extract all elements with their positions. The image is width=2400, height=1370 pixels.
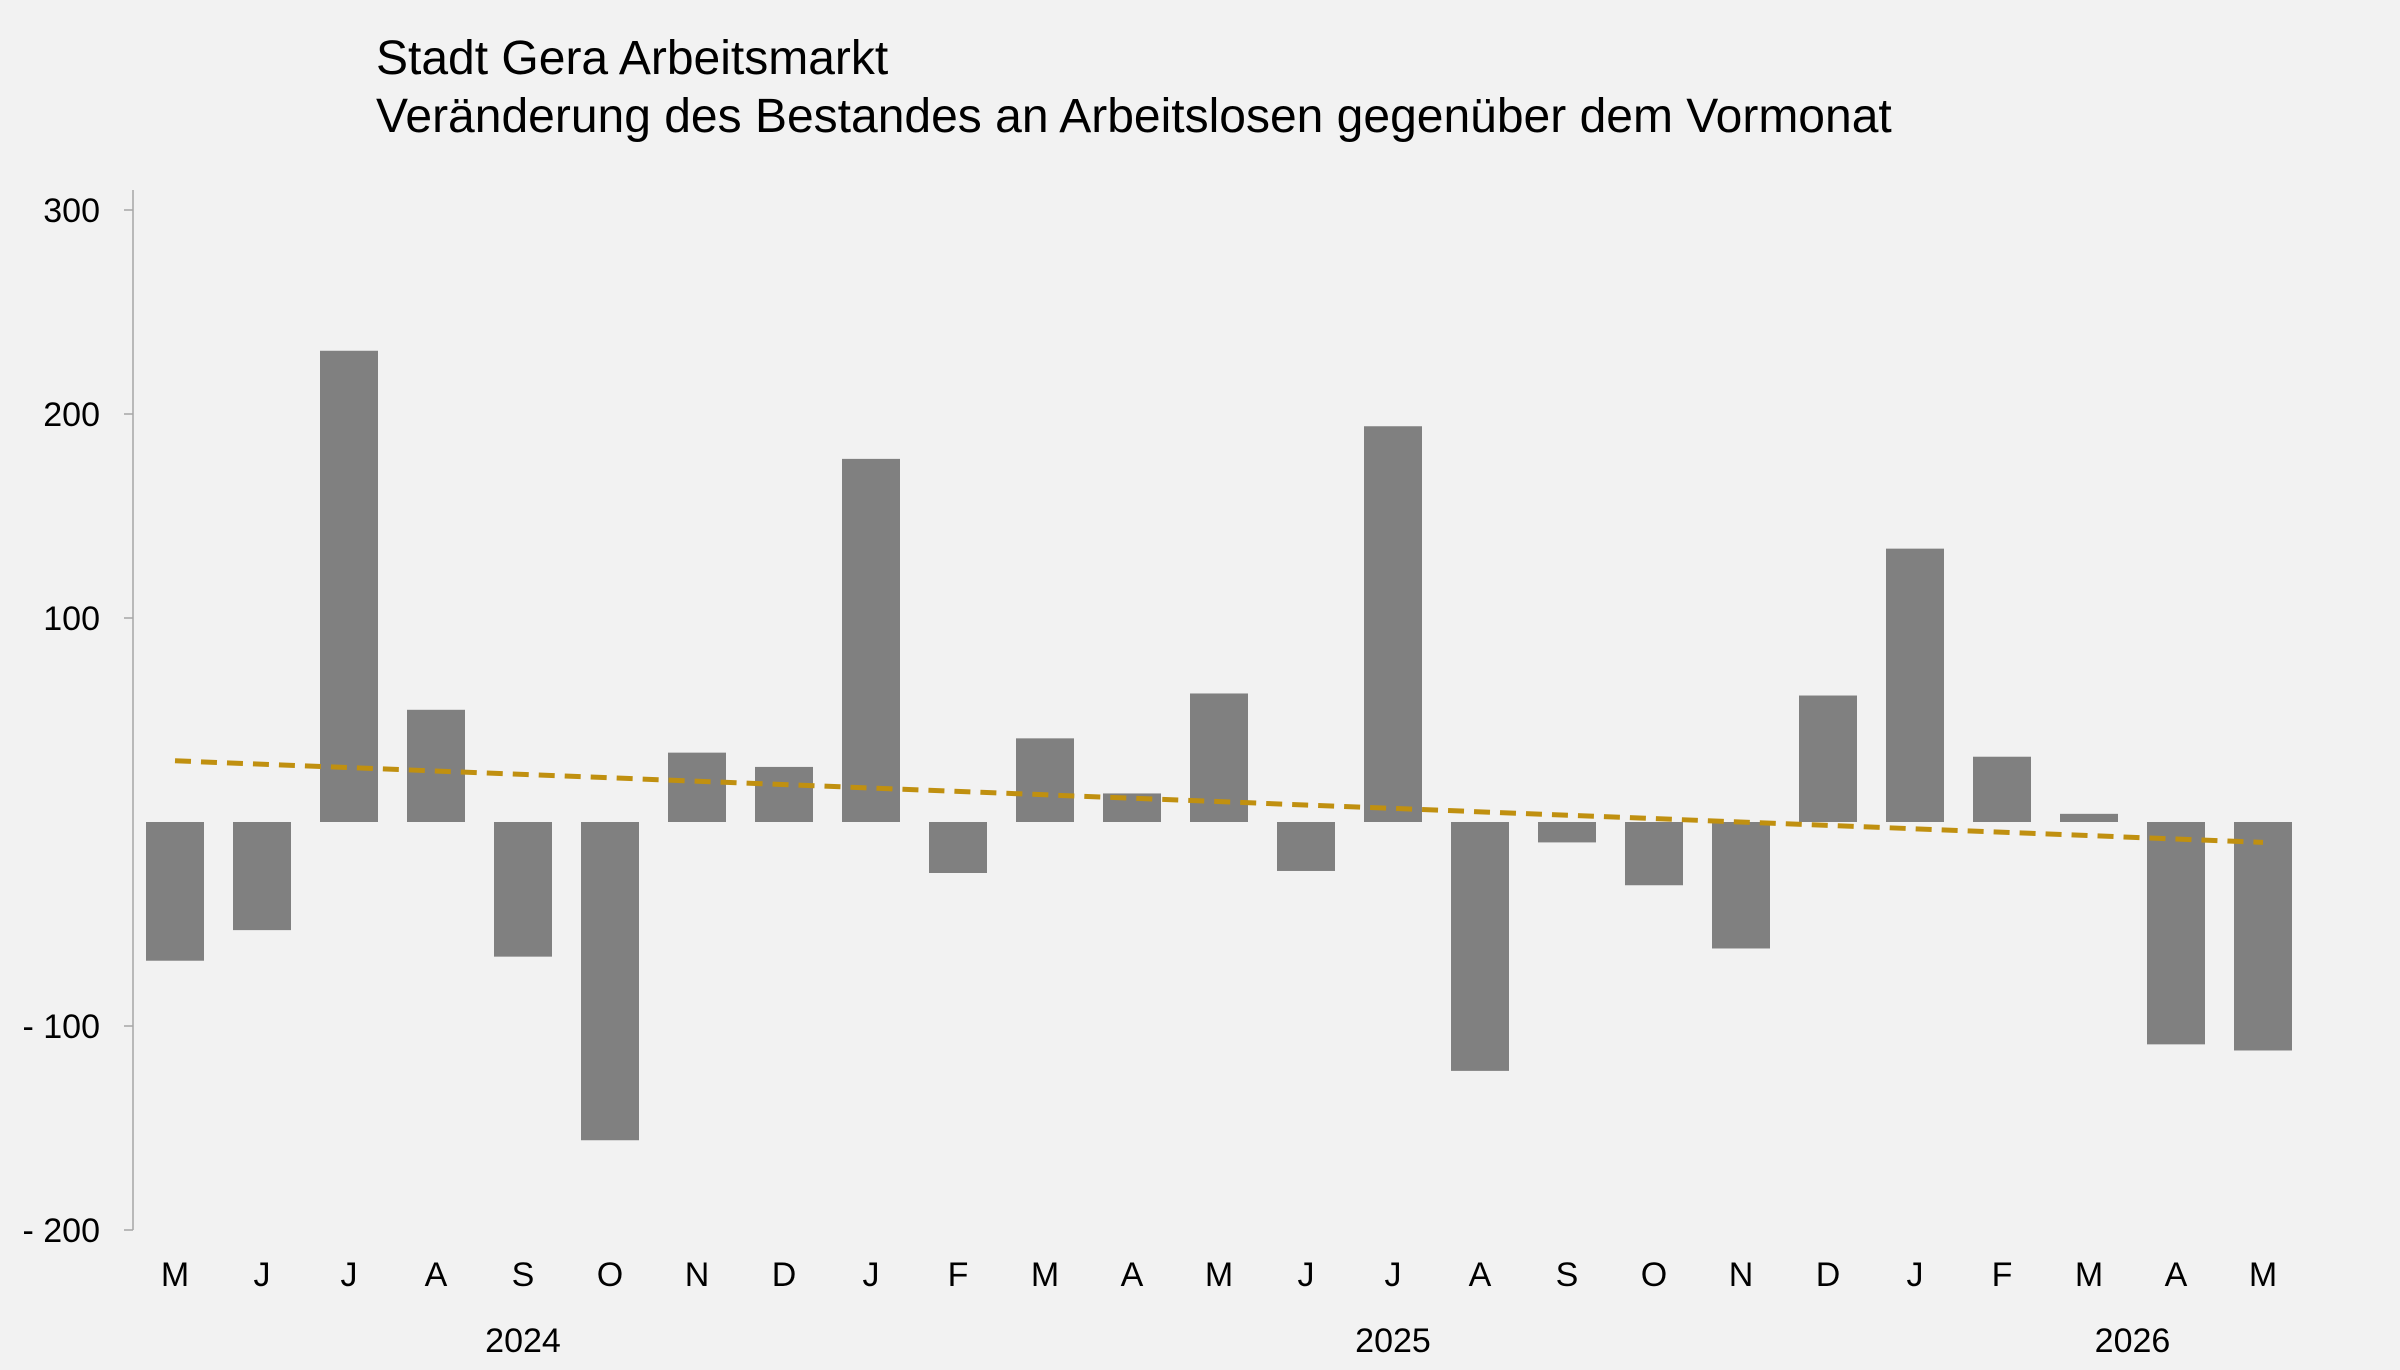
bar <box>2234 822 2292 1051</box>
x-tick-label: J <box>341 1256 358 1294</box>
x-tick-label: J <box>1298 1256 1315 1294</box>
bar <box>1016 738 1074 822</box>
bar <box>2147 822 2205 1045</box>
x-tick-label: A <box>425 1256 448 1294</box>
axis-labels: 300 200 100 - 100 - 200 M J J A S O N D J F M A M J J A S O N D J… <box>23 192 2278 1360</box>
bar <box>929 822 987 873</box>
bar <box>755 766 813 822</box>
bar <box>407 709 465 822</box>
x-tick-label: O <box>597 1256 623 1294</box>
bar <box>1625 822 1683 886</box>
x-tick-label: M <box>2249 1256 2277 1294</box>
bar <box>581 822 639 1141</box>
chart-subtitle: Veränderung des Bestandes an Arbeitslose… <box>376 90 1892 143</box>
x-tick-label: N <box>685 1256 710 1294</box>
bar <box>320 350 378 822</box>
x-tick-label: A <box>1469 1256 1492 1294</box>
x-tick-label: N <box>1729 1256 1754 1294</box>
bar <box>494 822 552 957</box>
chart-title: Stadt Gera Arbeitsmarkt <box>376 32 888 85</box>
x-tick-label: M <box>1031 1256 1059 1294</box>
y-tick-label: - 100 <box>23 1008 101 1046</box>
bar <box>233 822 291 931</box>
x-tick-label: F <box>1992 1256 2013 1294</box>
trendline <box>174 758 2264 845</box>
x-tick-label: S <box>512 1256 535 1294</box>
bar <box>1799 695 1857 822</box>
x-tick-label: M <box>1205 1256 1233 1294</box>
bar <box>1886 548 1944 822</box>
x-tick-label: M <box>2075 1256 2103 1294</box>
year-label: 2025 <box>1355 1322 1431 1360</box>
bar <box>1538 822 1596 843</box>
y-tick-label: 200 <box>43 396 100 434</box>
y-tick-label: - 200 <box>23 1212 101 1250</box>
bar <box>842 458 900 822</box>
x-tick-label: D <box>1816 1256 1841 1294</box>
axes <box>124 190 134 1231</box>
x-tick-label: M <box>161 1256 189 1294</box>
bar <box>146 822 204 961</box>
x-tick-label: A <box>1121 1256 1144 1294</box>
x-tick-label: J <box>1907 1256 1924 1294</box>
x-tick-label: J <box>254 1256 271 1294</box>
bar <box>1451 822 1509 1071</box>
x-tick-label: O <box>1641 1256 1667 1294</box>
y-tick-label: 100 <box>43 600 100 638</box>
bar <box>1277 822 1335 871</box>
bar <box>1364 426 1422 822</box>
bar <box>2060 813 2118 822</box>
x-tick-label: J <box>863 1256 880 1294</box>
x-tick-label: D <box>772 1256 797 1294</box>
x-tick-label: J <box>1385 1256 1402 1294</box>
year-label: 2024 <box>485 1322 561 1360</box>
x-tick-label: S <box>1556 1256 1579 1294</box>
bar <box>1712 822 1770 949</box>
bars <box>146 350 2292 1141</box>
trendline-group <box>174 758 2264 845</box>
x-tick-label: A <box>2165 1256 2188 1294</box>
bar <box>1973 756 2031 822</box>
x-tick-label: F <box>948 1256 969 1294</box>
bar <box>668 752 726 822</box>
y-tick-label: 300 <box>43 192 100 230</box>
year-label: 2026 <box>2095 1322 2171 1360</box>
